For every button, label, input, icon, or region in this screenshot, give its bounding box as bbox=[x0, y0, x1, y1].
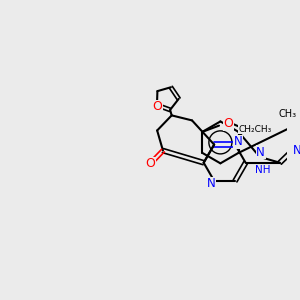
Text: N: N bbox=[207, 177, 216, 190]
Text: N: N bbox=[234, 135, 242, 148]
Text: N: N bbox=[292, 144, 300, 157]
Text: O: O bbox=[146, 157, 155, 170]
Text: N: N bbox=[256, 146, 265, 159]
Text: O: O bbox=[224, 117, 233, 130]
Text: CH₃: CH₃ bbox=[279, 109, 297, 118]
Text: CH₂CH₃: CH₂CH₃ bbox=[238, 125, 272, 134]
Text: O: O bbox=[152, 100, 162, 113]
Text: NH: NH bbox=[255, 165, 271, 175]
